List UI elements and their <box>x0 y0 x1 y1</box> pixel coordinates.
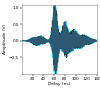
Y-axis label: Amplitude (V): Amplitude (V) <box>3 24 7 54</box>
X-axis label: Delay (ns): Delay (ns) <box>48 82 71 86</box>
